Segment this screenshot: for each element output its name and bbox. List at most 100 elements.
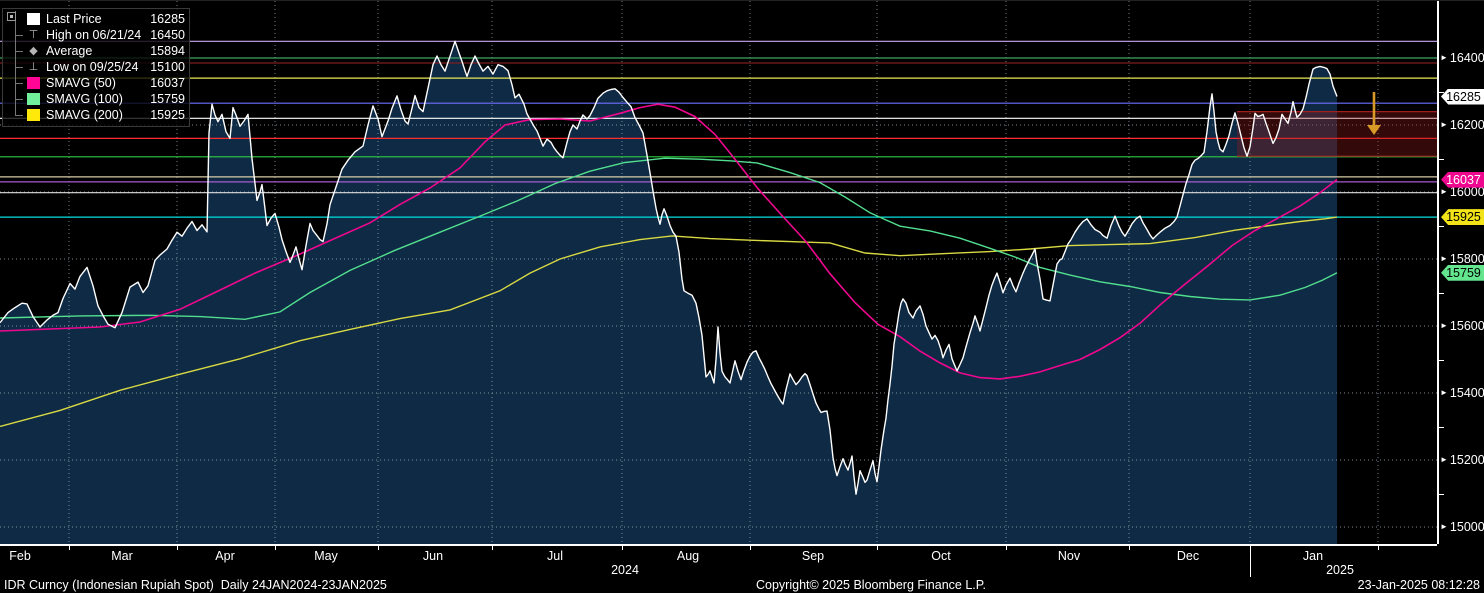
legend-row-average[interactable]: ◆ Average 15894	[7, 43, 185, 59]
legend-label: Low on 09/25/24	[46, 60, 139, 74]
tick-arrow-icon: ►	[1440, 321, 1448, 330]
legend-row-low-on-09-25-24[interactable]: ⊥ Low on 09/25/24 15100	[7, 59, 185, 75]
legend-marker-icon: ◆	[29, 45, 38, 57]
legend-expand-icon[interactable]	[7, 12, 16, 21]
x-axis-tick	[877, 546, 878, 550]
year-label-2025: 2025	[1326, 563, 1354, 577]
legend-tree-connector	[7, 107, 27, 123]
x-axis-tick	[622, 546, 623, 550]
y-axis-label-15800: ► 15800	[1440, 251, 1484, 266]
tick-arrow-icon: ►	[1440, 388, 1448, 397]
month-label-apr: Apr	[215, 549, 235, 563]
legend-swatch-icon	[27, 13, 40, 25]
legend-row-smavg-200[interactable]: SMAVG (200) 15925	[7, 107, 185, 123]
legend-row-smavg-50[interactable]: SMAVG (50) 16037	[7, 75, 185, 91]
sma100-line	[0, 157, 1338, 321]
legend-value: 16450	[150, 28, 185, 42]
y-axis-label-16000: ► 16000	[1440, 184, 1484, 199]
price-badge-15759: 15759	[1441, 264, 1484, 281]
legend-row-smavg-100[interactable]: SMAVG (100) 15759	[7, 91, 185, 107]
tick-arrow-icon: ►	[1440, 120, 1448, 129]
legend-tree-connector	[7, 59, 27, 75]
legend-label: SMAVG (100)	[46, 92, 123, 106]
y-axis-minor-tick	[1439, 493, 1444, 495]
sma50-line	[0, 103, 1338, 380]
tick-arrow-icon: ►	[1440, 53, 1448, 62]
month-label-may: May	[314, 549, 338, 563]
legend-row-last-price[interactable]: Last Price 16285	[7, 11, 185, 27]
legend-value: 15100	[150, 60, 185, 74]
month-label-jul: Jul	[547, 549, 563, 563]
chart-legend: Last Price 16285 ⊤ High on 06/21/24 16450 ◆ Av…	[2, 8, 190, 127]
legend-label: SMAVG (50)	[46, 76, 116, 90]
price-badge-15925: 15925	[1441, 209, 1484, 226]
month-label-jun: Jun	[422, 549, 444, 563]
x-axis-tick	[1006, 546, 1007, 550]
month-label-mar: Mar	[111, 549, 133, 563]
chart-title: IDR Curncy (Indonesian Rupiah Spot) Dail…	[4, 578, 387, 592]
x-axis-tick	[1129, 546, 1130, 550]
month-label-aug: Aug	[676, 549, 700, 563]
legend-value: 15894	[150, 44, 185, 58]
y-axis-label-15000: ► 15000	[1440, 519, 1484, 534]
y-axis-minor-tick	[1439, 225, 1444, 227]
legend-value: 16285	[150, 12, 185, 26]
y-axis-minor-tick	[1439, 91, 1444, 93]
x-axis-tick	[69, 546, 70, 550]
legend-value: 15925	[150, 108, 185, 122]
legend-label: SMAVG (200)	[46, 108, 123, 122]
x-axis: Feb Mar Apr May Jun Jul Aug Sep Oct Nov Dec Jan 2024…	[0, 544, 1437, 578]
year-separator	[1250, 546, 1251, 578]
legend-tree-connector	[7, 27, 27, 43]
down-arrow-icon	[1367, 125, 1381, 135]
y-axis-label-15200: ► 15200	[1440, 452, 1484, 467]
price-area-fill	[0, 41, 1337, 544]
month-label-jan: Jan	[1302, 549, 1324, 563]
y-axis-label-16200: ► 16200	[1440, 117, 1484, 132]
legend-label: Last Price	[46, 12, 102, 26]
x-axis-tick	[275, 546, 276, 550]
tick-arrow-icon: ►	[1440, 187, 1448, 196]
x-axis-tick	[177, 546, 178, 550]
y-axis-minor-tick	[1439, 158, 1444, 160]
copyright-text: Copyright© 2025 Bloomberg Finance L.P.	[756, 578, 986, 592]
legend-swatch-icon	[27, 93, 40, 105]
y-axis-label-15600: ► 15600	[1440, 318, 1484, 333]
y-axis-minor-tick	[1439, 426, 1444, 428]
legend-tree-connector	[7, 91, 27, 107]
tick-arrow-icon: ►	[1440, 254, 1448, 263]
price-badge-16285: 16285	[1441, 88, 1484, 105]
chart-plot-area: Last Price 16285 ⊤ High on 06/21/24 16450 ◆ Av…	[0, 1, 1437, 544]
legend-swatch-icon	[27, 109, 40, 121]
legend-label: Average	[46, 44, 93, 58]
legend-row-high-on-06-21-24[interactable]: ⊤ High on 06/21/24 16450	[7, 27, 185, 43]
shaded-band	[1237, 111, 1437, 157]
month-label-feb: Feb	[9, 549, 31, 563]
legend-marker-icon: ⊥	[28, 61, 39, 73]
legend-tree-connector	[7, 75, 27, 91]
legend-marker-icon: ⊤	[28, 29, 39, 41]
timestamp-text: 23-Jan-2025 08:12:28	[1357, 578, 1480, 592]
x-axis-tick	[378, 546, 379, 550]
y-axis: ► 16400 ► 16200 ► 16000 ► 15800 ► 15600 ► 15400 ► 152…	[1437, 1, 1484, 544]
y-axis-minor-tick	[1439, 359, 1444, 361]
month-label-dec: Dec	[1176, 549, 1200, 563]
sma200-line	[0, 216, 1338, 428]
month-label-sep: Sep	[801, 549, 825, 563]
month-label-nov: Nov	[1057, 549, 1081, 563]
x-axis-tick	[1378, 546, 1379, 550]
year-label-2024: 2024	[611, 563, 639, 577]
price-badge-16037: 16037	[1441, 171, 1484, 188]
tick-arrow-icon: ►	[1440, 522, 1448, 531]
legend-tree-connector	[7, 43, 27, 59]
y-axis-label-15400: ► 15400	[1440, 385, 1484, 400]
price-chart-canvas	[0, 1, 1437, 544]
legend-swatch-icon	[27, 77, 40, 89]
status-bar: IDR Curncy (Indonesian Rupiah Spot) Dail…	[0, 577, 1484, 593]
tick-arrow-icon: ►	[1440, 455, 1448, 464]
month-label-oct: Oct	[931, 549, 951, 563]
x-axis-tick	[750, 546, 751, 550]
legend-value: 15759	[150, 92, 185, 106]
y-axis-label-16400: ► 16400	[1440, 50, 1484, 65]
